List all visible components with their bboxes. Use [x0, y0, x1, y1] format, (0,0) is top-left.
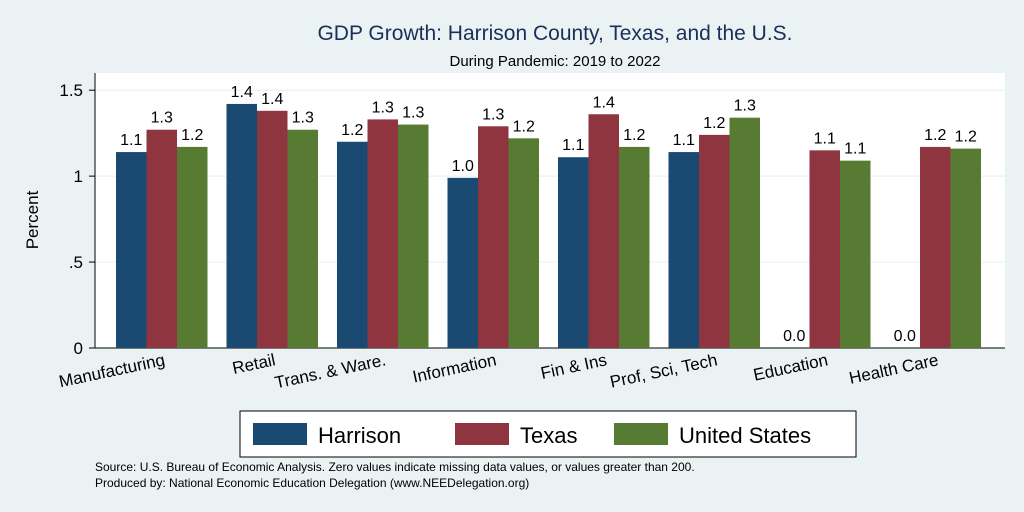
- chart-subtitle: During Pandemic: 2019 to 2022: [450, 53, 661, 70]
- bar-harrison: [116, 152, 147, 348]
- bar-texas: [699, 134, 730, 348]
- data-label: 0.0: [894, 328, 916, 345]
- data-label: 1.4: [593, 94, 615, 111]
- bar-texas: [367, 119, 398, 348]
- bar-united-states: [398, 124, 429, 348]
- legend-label: United States: [679, 423, 811, 448]
- y-tick-label: 1: [74, 167, 83, 186]
- bar-harrison: [668, 152, 699, 348]
- bar-harrison: [337, 141, 368, 348]
- data-label: 1.4: [231, 84, 253, 101]
- data-label: 1.1: [120, 132, 142, 149]
- y-tick-label: 0: [74, 339, 83, 358]
- bar-united-states: [619, 146, 650, 348]
- data-label: 1.1: [844, 141, 866, 158]
- bar-united-states: [729, 117, 760, 348]
- bar-harrison: [558, 157, 589, 348]
- bar-texas: [809, 150, 840, 348]
- bar-texas: [146, 129, 177, 348]
- y-tick-label: .5: [69, 253, 83, 272]
- bar-texas: [920, 146, 951, 348]
- bar-united-states: [840, 160, 871, 348]
- data-label: 1.3: [482, 106, 504, 123]
- data-label: 1.4: [261, 91, 283, 108]
- legend-swatch-united-states: [614, 423, 668, 445]
- data-label: 1.2: [341, 122, 363, 139]
- legend-label: Texas: [520, 423, 577, 448]
- data-label: 1.1: [562, 137, 584, 154]
- data-label: 0.0: [783, 328, 805, 345]
- data-label: 1.3: [151, 110, 173, 127]
- data-label: 1.3: [292, 110, 314, 127]
- bar-united-states: [177, 146, 208, 348]
- bar-harrison: [447, 177, 478, 348]
- legend: Harrison Texas United States: [239, 410, 857, 458]
- data-label: 1.0: [452, 158, 474, 175]
- y-axis-title: Percent: [23, 190, 42, 249]
- data-label: 1.2: [955, 129, 977, 146]
- y-tick-label: 1.5: [59, 81, 83, 100]
- data-label: 1.1: [814, 130, 836, 147]
- data-label: 1.3: [734, 98, 756, 115]
- legend-swatch-harrison: [253, 423, 307, 445]
- data-label: 1.2: [181, 127, 203, 144]
- bar-united-states: [508, 138, 539, 348]
- legend-swatch-texas: [455, 423, 509, 445]
- bar-united-states: [287, 129, 318, 348]
- data-label: 1.3: [372, 99, 394, 116]
- data-label: 1.1: [673, 132, 695, 149]
- data-label: 1.2: [703, 115, 725, 132]
- legend-box: [239, 410, 857, 458]
- producer-note: Produced by: National Economic Education…: [95, 476, 529, 490]
- data-label: 1.2: [623, 127, 645, 144]
- bar-texas: [588, 114, 619, 348]
- bar-united-states: [950, 148, 981, 348]
- bar-harrison: [226, 103, 257, 348]
- data-label: 1.2: [924, 127, 946, 144]
- chart-title: GDP Growth: Harrison County, Texas, and …: [317, 22, 792, 45]
- data-label: 1.3: [402, 105, 424, 122]
- legend-label: Harrison: [318, 423, 401, 448]
- data-label: 1.2: [513, 118, 535, 135]
- bar-texas: [478, 126, 509, 348]
- bar-texas: [257, 110, 288, 348]
- source-note: Source: U.S. Bureau of Economic Analysis…: [95, 460, 695, 474]
